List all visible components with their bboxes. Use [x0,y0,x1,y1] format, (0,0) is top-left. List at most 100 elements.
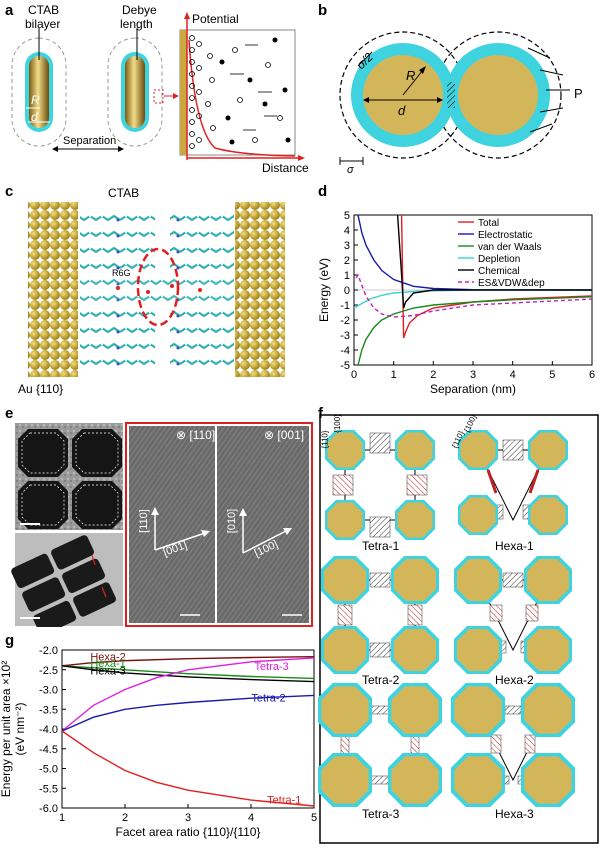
series-line-hexa-1 [62,665,314,680]
x-tick-label: 2 [430,369,436,381]
radius-label: R [406,68,416,83]
panel-g: 1 2 3 4 5 -6.0 -5.5 -5.0 -4.5 -4.0 -3.5 -3.0 -2.5 -2.… [0,628,318,846]
y-tick-label: -3.5 [39,704,58,716]
config-tetra-3: Tetra-3 [362,807,400,821]
series-label: Tetra-1 [267,794,301,806]
debye-label: Debye [122,3,157,17]
y-tick-label: 3 [344,240,350,252]
zone-axis-110-label: ⊗ [110] [176,428,216,442]
y-tick-label: -5.0 [39,764,58,776]
y-tick-label: 1 [344,270,350,282]
x-tick-label: 4 [248,812,254,824]
radius-label: R [31,93,40,107]
y-tick-label: -3.0 [39,685,58,697]
panel-label-f: f [318,405,323,422]
y-axis-label-units: (eV nm⁻²) [13,702,27,755]
panel-label-b: b [318,2,328,19]
panel-c-figure [28,202,285,377]
y-tick-label: -1 [340,300,350,312]
y-tick-label: 2 [344,255,350,267]
panel-a: CTAB bilayer Debye length Potential Dist… [0,0,315,180]
ctab-label: CTAB [28,3,60,17]
panel-label-c: c [5,183,14,200]
panel-e-figure [11,422,313,636]
x-tick-label: 1 [59,812,65,824]
x-tick-label: 0 [351,369,357,381]
panel-c: CTAB R6G Au {110} [0,180,315,405]
legend-entry: Depletion [478,254,520,265]
legend-entry: Chemical [478,266,520,277]
series-line-es-vdw-dep [355,273,592,318]
energy-separation-chart: 0 1 2 3 4 5 6 -5 -4 -3 -2 -1 0 1 2 3 4 5 Separation (nm) En… [317,210,595,396]
separation-label: Separation [63,135,117,147]
pressure-label: P [574,86,583,101]
panel-label-a: a [5,2,14,19]
x-tick-label: 5 [549,369,555,381]
panel-label-d: d [318,183,328,200]
panel-f-figure [318,414,599,844]
distance-label: Distance [262,161,309,175]
panel-f: Tetra-1 Hexa-1 Tetra-2 Hexa-2 Tetra-3 He… [318,405,600,845]
au-facet-label: Au {110} [18,382,64,396]
diameter-label: d [398,103,406,118]
panel-a-figure [11,12,305,161]
y-tick-label: -4.0 [39,724,58,736]
length-label: length [120,17,153,31]
config-hexa-2: Hexa-2 [495,673,534,687]
series-line-chemical [396,215,592,309]
series-line-tetra-2 [62,694,314,732]
series-line-total [400,215,592,339]
bilayer-label: bilayer [25,17,61,31]
y-tick-label: 4 [344,225,350,237]
series-label: Hexa-1 [90,658,125,670]
y-tick-label: -4.5 [39,744,58,756]
x-axis-label: Separation (nm) [430,382,516,396]
y-tick-label: -5 [340,360,350,372]
y-tick-label: -2 [340,315,350,327]
x-tick-label: 2 [122,812,128,824]
potential-label: Potential [192,12,239,26]
legend-entry: Total [478,218,499,229]
x-tick-label: 4 [510,369,516,381]
config-tetra-1: Tetra-1 [362,539,400,553]
panel-label-g: g [5,632,15,649]
y-axis-label: Energy per unit area ×10² [0,661,13,797]
x-tick-label: 1 [391,369,397,381]
panel-label-e: e [5,405,14,422]
series-line-tetra-1 [62,730,314,807]
y-tick-label: 5 [344,210,350,222]
y-tick-label: -2.5 [39,665,58,677]
x-tick-label: 6 [589,369,595,381]
y-tick-label: -5.5 [39,783,58,795]
series-line-tetra-3 [62,657,314,732]
series-line-electrostatic [357,215,592,291]
y-axis-label: Energy (eV) [318,258,331,322]
panel-d: 0 1 2 3 4 5 6 -5 -4 -3 -2 -1 0 1 2 3 4 5 Separation (nm) En… [317,180,600,405]
lattice-010-label: [010] [226,508,239,534]
x-tick-label: 5 [311,812,317,824]
panel-e: ⊗ [110] ⊗ [001] [110] [001] [010] [100] [0,405,315,636]
series-line-hexa-2 [62,656,314,667]
facet-ratio-chart: 1 2 3 4 5 -6.0 -5.5 -5.0 -4.5 -4.0 -3.5 -3.0 -2.5 -2.… [0,645,317,839]
legend-entry: van der Waals [478,242,542,253]
y-tick-label: -6.0 [39,803,58,815]
config-hexa-1: Hexa-1 [495,539,534,553]
legend-entry: Electrostatic [478,230,532,241]
diameter-label: d [31,110,38,124]
panel-b-figure [339,31,570,165]
lattice-110-label: [110] [137,509,150,533]
legend-entry: ES&VDW&dep [478,278,545,289]
facet-label-110: {110} [320,430,330,449]
ctab-label: CTAB [108,186,140,200]
config-hexa-3: Hexa-3 [495,807,534,821]
y-tick-label: -4 [340,345,350,357]
x-tick-label: 3 [470,369,476,381]
sigma-label: σ [347,164,354,176]
y-tick-label: 0 [344,285,350,297]
panel-b: σ/2 R d P σ [318,0,600,180]
series-label: Hexa-3 [90,665,125,677]
r6g-label: R6G [112,268,131,278]
facet-label-100: {100} [332,414,342,433]
series-label: Hexa-2 [90,652,125,664]
x-tick-label: 3 [185,812,191,824]
